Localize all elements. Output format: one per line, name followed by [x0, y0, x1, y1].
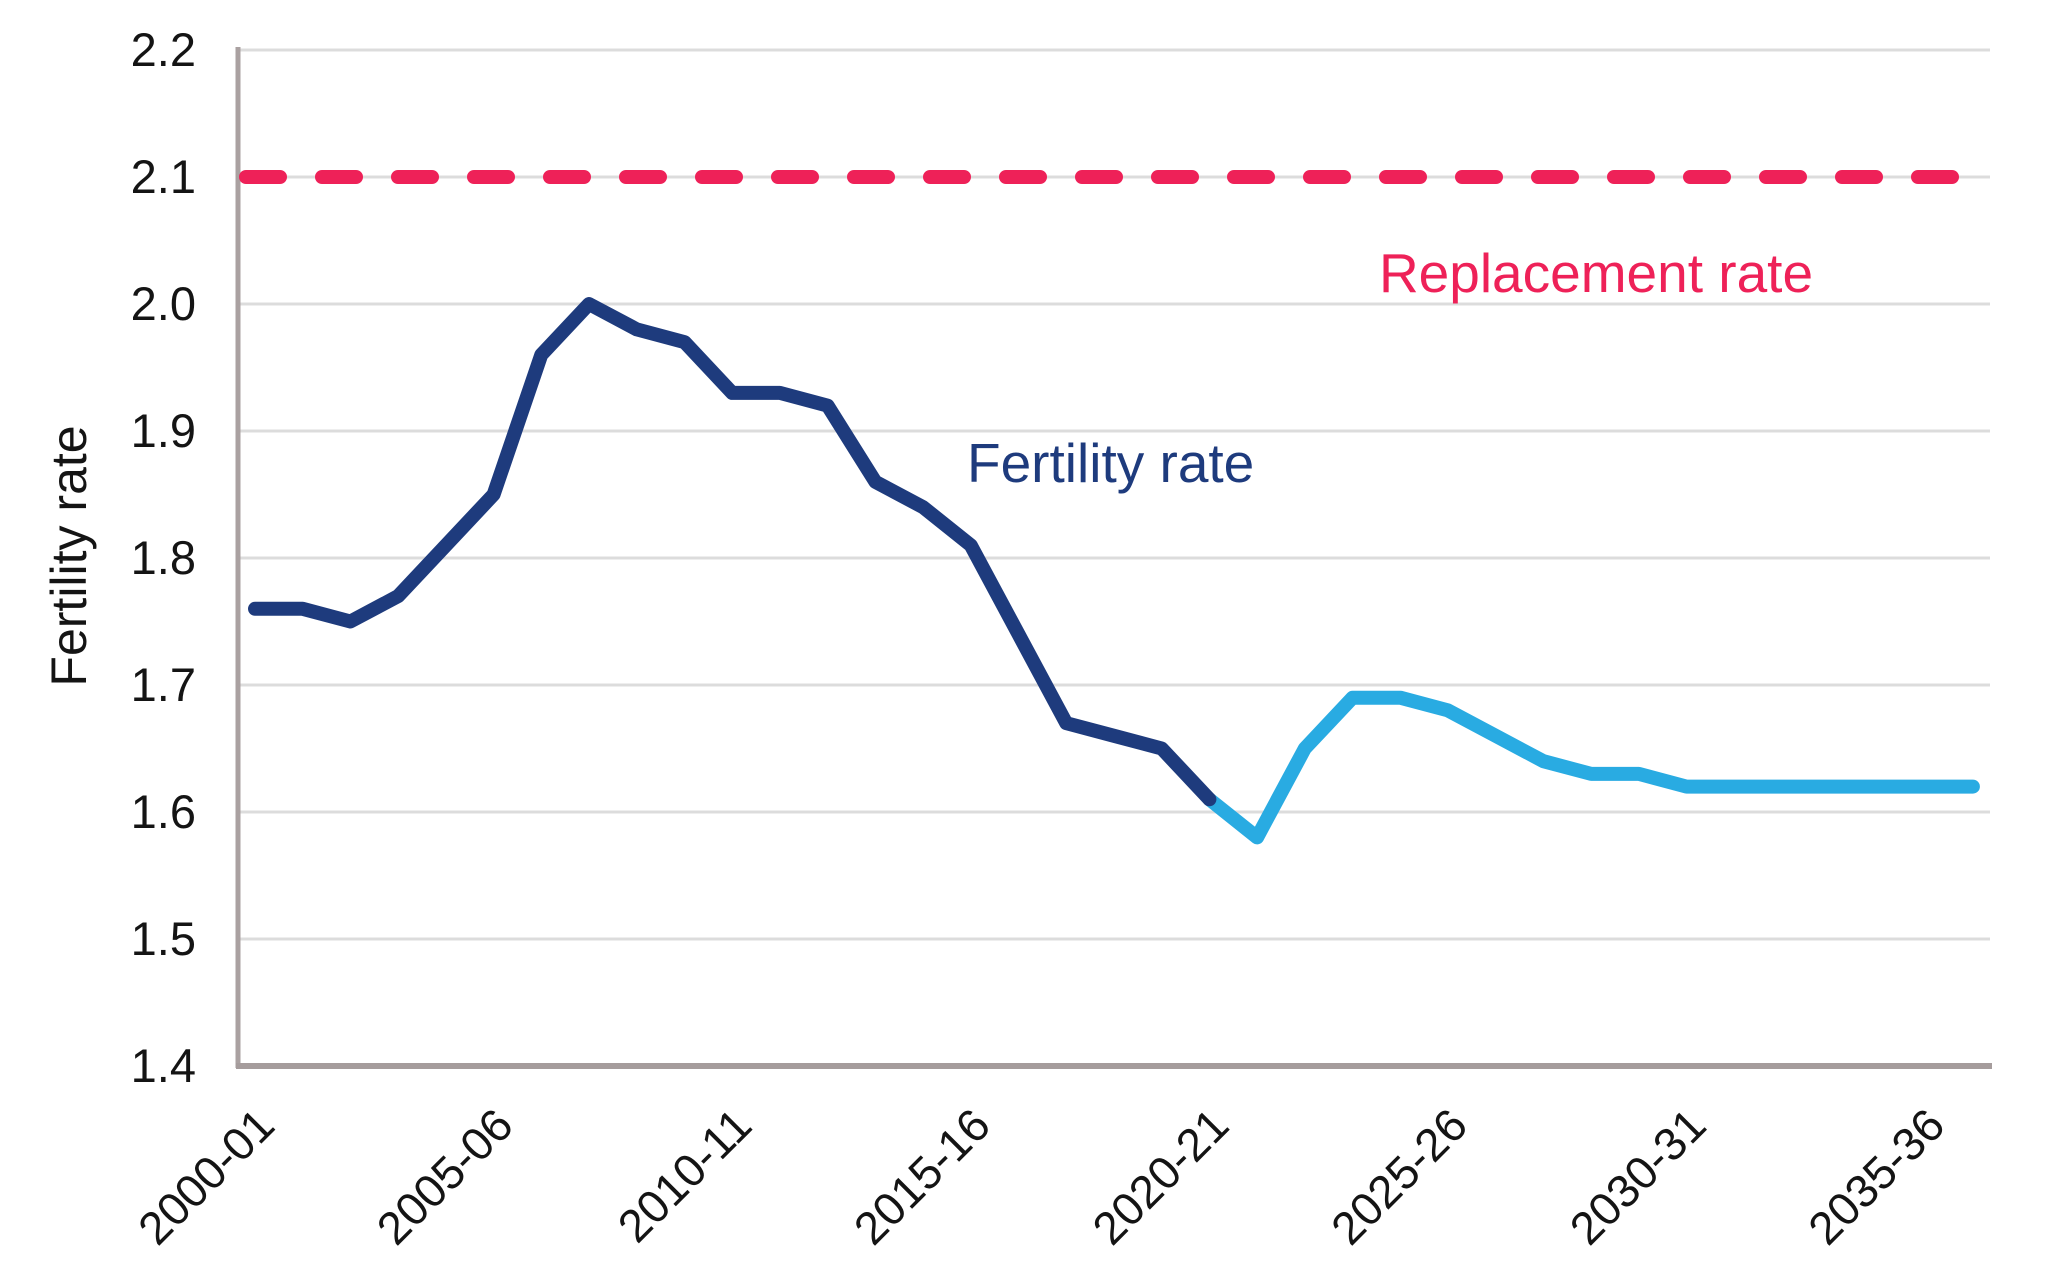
y-tick-label: 2.0 [131, 277, 196, 330]
y-tick-label: 2.2 [131, 23, 196, 76]
x-tick-label: 2025-26 [1321, 1098, 1477, 1254]
y-tick-label: 2.1 [131, 150, 196, 203]
x-tick-label: 2005-06 [367, 1098, 523, 1254]
y-tick-label: 1.9 [131, 404, 196, 457]
x-tick-label: 2030-31 [1560, 1098, 1716, 1254]
x-tick-label: 2000-01 [128, 1098, 284, 1254]
x-axis-tick-labels: 2000-01 2005-06 2010-11 2015-16 2020-21 2025-… [128, 1098, 1954, 1254]
x-tick-label: 2035-36 [1798, 1098, 1954, 1254]
y-tick-label: 1.5 [131, 912, 196, 965]
x-tick-label: 2010-11 [608, 1098, 762, 1252]
fertility-projected-line [1202, 690, 1980, 845]
x-tick-label: 2020-21 [1082, 1098, 1238, 1254]
y-tick-label: 1.4 [131, 1039, 196, 1092]
replacement-rate-label: Replacement rate [1379, 242, 1813, 304]
gridlines [238, 48, 1990, 941]
y-axis-tick-labels: 2.2 2.1 2.0 1.9 1.8 1.7 1.6 1.5 1.4 [131, 23, 196, 1092]
fertility-rate-label: Fertility rate [967, 432, 1254, 494]
y-tick-label: 1.7 [131, 658, 196, 711]
y-tick-label: 1.6 [131, 785, 196, 838]
y-tick-label: 1.8 [131, 531, 196, 584]
x-tick-label: 2015-16 [844, 1098, 1000, 1254]
fertility-historical-line [248, 297, 1217, 807]
y-axis-title: Fertility rate [41, 425, 97, 686]
